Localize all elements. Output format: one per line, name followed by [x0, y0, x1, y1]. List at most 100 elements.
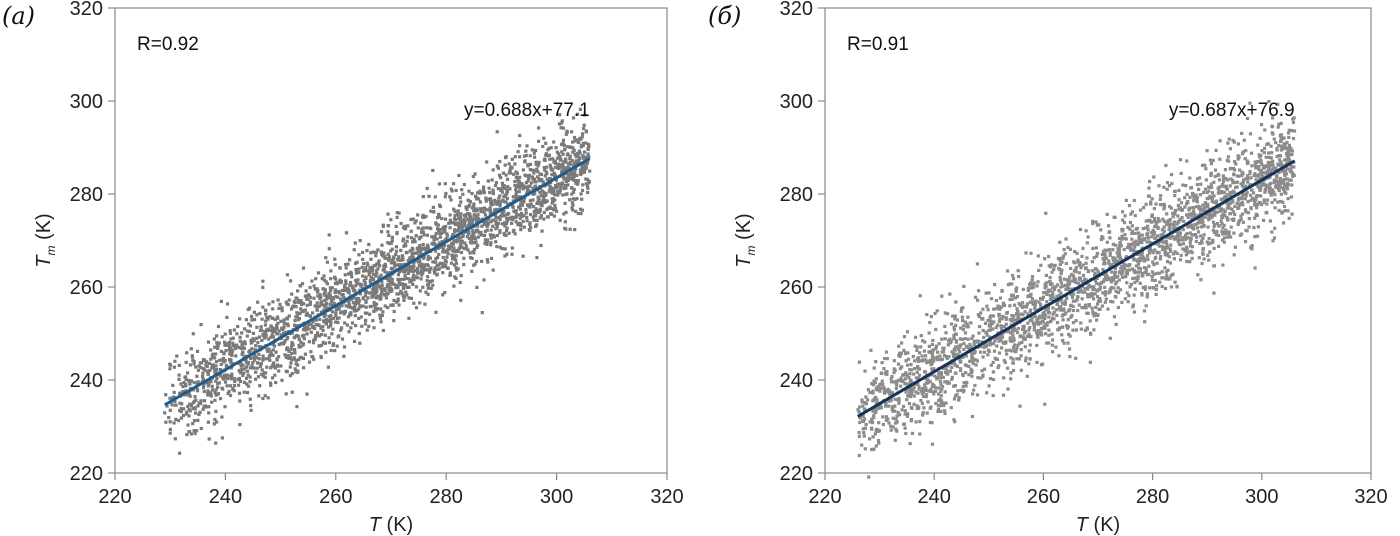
data-point	[1222, 240, 1226, 244]
data-point	[954, 345, 958, 349]
data-point	[438, 235, 443, 239]
data-point	[380, 243, 384, 247]
data-point	[936, 392, 941, 396]
data-point	[1231, 181, 1235, 185]
data-point	[927, 344, 931, 348]
data-point	[962, 347, 966, 352]
data-point	[1268, 219, 1272, 223]
data-point	[1052, 267, 1056, 272]
data-point	[223, 405, 227, 409]
data-point	[325, 282, 330, 286]
data-point	[288, 374, 292, 378]
data-point	[1008, 348, 1012, 352]
data-point	[356, 278, 360, 282]
data-point	[1009, 371, 1013, 375]
data-point	[1068, 355, 1072, 359]
data-point	[1008, 304, 1012, 308]
data-point	[320, 277, 324, 281]
data-point	[294, 358, 298, 363]
data-point	[220, 386, 224, 390]
data-point	[1203, 187, 1207, 191]
data-point	[538, 191, 542, 195]
data-point	[396, 297, 400, 301]
data-point	[571, 197, 575, 201]
data-point	[394, 252, 398, 257]
data-point	[1122, 247, 1126, 251]
data-point	[939, 401, 943, 405]
data-point	[287, 349, 291, 353]
data-point	[1137, 235, 1141, 239]
data-point	[361, 296, 365, 300]
data-point	[1036, 320, 1040, 324]
data-point	[206, 393, 210, 397]
data-point	[919, 389, 923, 393]
data-point	[1077, 281, 1081, 286]
data-point	[1150, 213, 1154, 217]
data-point	[575, 173, 579, 177]
data-point	[929, 389, 933, 393]
data-point	[1051, 338, 1055, 342]
data-point	[959, 309, 963, 313]
data-point	[333, 263, 337, 267]
data-point	[916, 391, 920, 395]
data-point	[282, 325, 286, 329]
data-point	[384, 296, 388, 300]
data-point	[432, 269, 436, 273]
data-point	[1287, 158, 1292, 162]
data-point	[886, 387, 890, 391]
data-point	[236, 324, 240, 329]
data-point	[877, 441, 881, 445]
data-point	[238, 399, 242, 403]
data-point	[415, 266, 419, 271]
data-point	[1232, 140, 1236, 144]
data-point	[188, 382, 192, 386]
data-point	[426, 254, 430, 259]
data-point	[302, 366, 306, 370]
data-point	[534, 184, 538, 188]
data-point	[586, 152, 590, 156]
data-point	[1195, 205, 1199, 209]
data-point	[386, 224, 390, 228]
data-point	[1185, 259, 1189, 264]
data-point	[301, 342, 305, 346]
data-point	[1153, 256, 1157, 261]
data-point	[1074, 265, 1078, 270]
data-point	[1089, 332, 1093, 336]
data-point	[1271, 132, 1275, 136]
data-point	[950, 350, 954, 354]
data-point	[168, 367, 172, 371]
data-point	[508, 166, 513, 170]
data-point	[338, 278, 342, 282]
data-point	[518, 175, 522, 179]
data-point	[939, 394, 943, 398]
data-point	[311, 341, 316, 345]
data-point	[486, 221, 491, 225]
data-point	[347, 300, 351, 304]
data-point	[214, 379, 218, 383]
data-point	[536, 195, 540, 199]
data-point	[1208, 196, 1212, 200]
data-point	[328, 303, 332, 307]
data-point	[920, 354, 924, 358]
data-point	[1012, 338, 1016, 342]
data-point	[436, 216, 440, 220]
data-point	[1058, 278, 1062, 282]
data-point	[1126, 245, 1130, 250]
data-point	[354, 261, 358, 265]
data-point	[374, 250, 378, 254]
data-point	[1231, 138, 1235, 142]
data-point	[1062, 341, 1066, 345]
data-point	[1113, 266, 1117, 270]
data-point	[437, 213, 441, 217]
data-point	[962, 381, 966, 385]
data-point	[224, 364, 228, 368]
data-point	[1083, 303, 1087, 307]
data-point	[310, 279, 314, 283]
data-point	[1200, 163, 1205, 167]
data-point	[480, 233, 484, 237]
data-point	[1156, 226, 1160, 230]
data-point	[1134, 242, 1138, 246]
data-point	[1062, 277, 1066, 281]
data-point	[989, 297, 993, 301]
data-point	[939, 373, 944, 377]
